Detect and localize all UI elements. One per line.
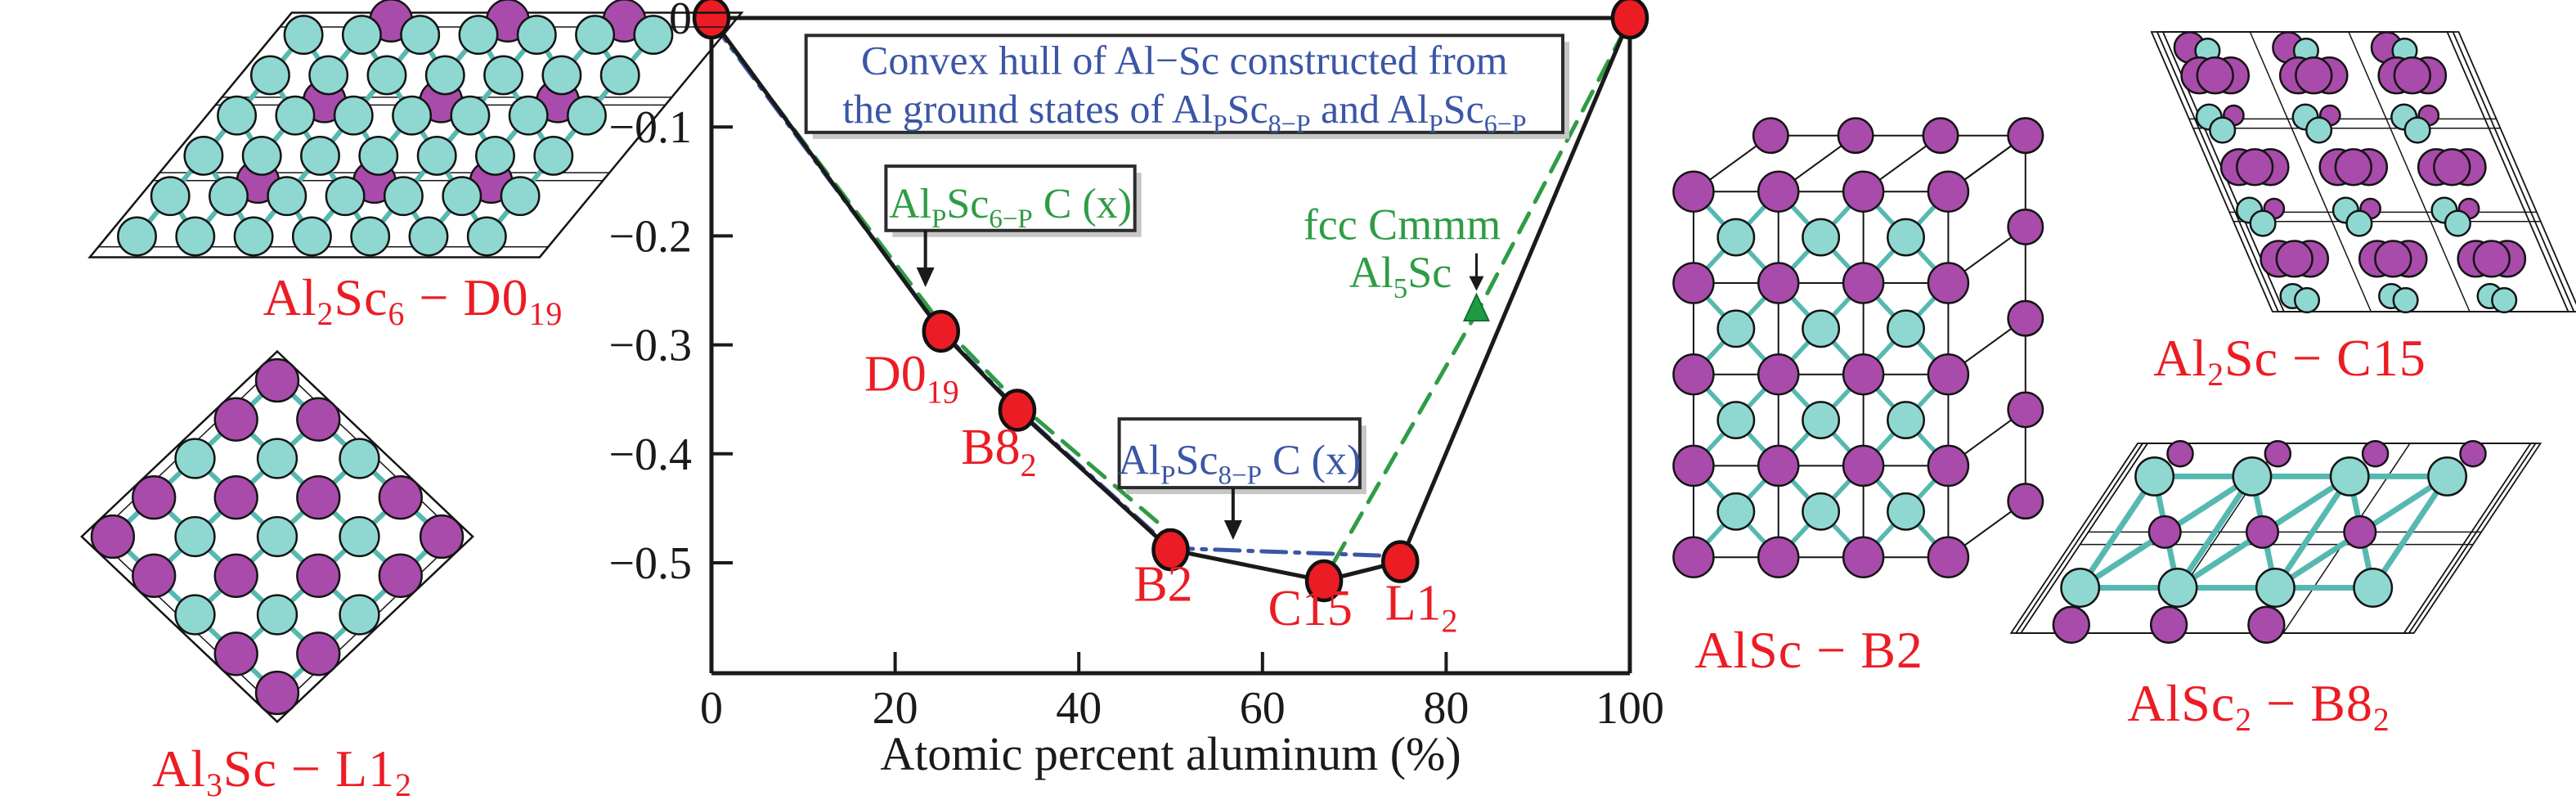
hull-point-sc: [692, 0, 731, 40]
x-tick-label: 60: [1240, 683, 1286, 734]
x-tick-label: 0: [700, 683, 723, 734]
structure-label-al3sc-l12: Al3Sc − L12: [152, 739, 412, 800]
hull-point-l12: [1381, 540, 1420, 583]
fcc-cmmm-label: fcc Cmmm: [1304, 200, 1501, 249]
al6-hull-box-text: AlPSc6−P C (x): [889, 181, 1132, 234]
crystal-structure-al2sc6-d019: [88, 0, 744, 258]
al8-hull-box: [1117, 417, 1362, 490]
title-box: [804, 34, 1565, 134]
phase-label-c15: C15: [1268, 581, 1353, 636]
al5sc-arrow-head: [1469, 276, 1484, 291]
y-tick-label: −0.4: [608, 429, 692, 480]
phase-label-b2: B2: [1133, 557, 1192, 613]
structure-label-alsc-b2: AlSc − B2: [1694, 621, 1923, 679]
x-axis-title: Atomic percent aluminum (%): [880, 727, 1461, 780]
x-tick-label: 20: [873, 683, 918, 734]
structure-label-alsc2-b82: AlSc2 − B82: [2127, 674, 2390, 738]
crystal-structure-al2sc-c15: [2150, 31, 2576, 314]
x-tick-label: 80: [1423, 683, 1469, 734]
y-tick-label: −0.1: [608, 102, 692, 153]
al8-hull-box-text: AlPSc8−P C (x): [1118, 437, 1361, 490]
x-tick-label: 40: [1056, 683, 1102, 734]
phase-label-b82: B82: [961, 420, 1036, 483]
y-tick-label: −0.5: [608, 538, 692, 589]
hull-point-al: [1610, 0, 1649, 40]
phase-label-l12: L12: [1385, 575, 1458, 639]
al5sc-label: Al5Sc: [1349, 248, 1452, 304]
hull-point-c15: [1304, 559, 1344, 603]
x-tick-label: 100: [1595, 683, 1664, 734]
title-box-text: the ground states of AlPSc8−P and AlPSc6…: [842, 86, 1526, 138]
crystal-structure-alsc-b2: [1672, 117, 2044, 578]
crystal-structure-al3sc-l12: [80, 349, 474, 724]
title-box-text: Convex hull of Al−Sc constructed from: [861, 38, 1508, 83]
al6-hull-box: [884, 164, 1137, 232]
crystal-structure-alsc2-b82: [2009, 439, 2542, 644]
series-hull-al6: [1331, 18, 1632, 564]
hull-point-d019: [922, 309, 960, 353]
structure-label-al2sc-c15: Al2Sc − C15: [2153, 329, 2426, 393]
phase-label-d019: D019: [864, 347, 959, 411]
structure-label-al2sc6-d019: Al2Sc6 − D019: [263, 268, 563, 332]
hull-point-b2: [1151, 528, 1190, 572]
al8-box-arrow-head: [1223, 520, 1242, 541]
y-tick-label: −0.2: [608, 211, 692, 262]
y-tick-label: −0.3: [608, 321, 692, 371]
hull-point-b82: [998, 389, 1037, 432]
al5sc-triangle-marker: [1462, 292, 1491, 321]
al6-box-arrow-head: [916, 267, 935, 288]
